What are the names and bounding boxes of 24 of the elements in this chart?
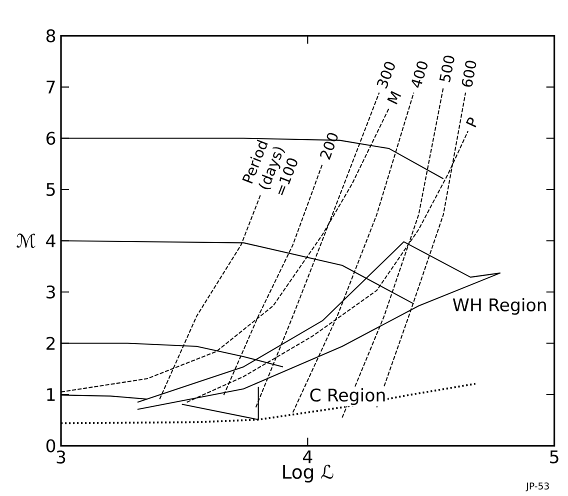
text: 200	[320, 133, 338, 160]
y-tick-label: 1	[47, 388, 55, 401]
y-tick-label: 3	[46, 286, 55, 299]
text: P	[466, 118, 476, 128]
y-tick-label: 4	[46, 234, 56, 248]
annotation: WH Region	[452, 298, 546, 315]
annotation: C Region	[310, 388, 385, 406]
y-tick-label: 5	[46, 183, 55, 196]
text: M	[387, 91, 402, 105]
text: 500	[439, 56, 454, 82]
text: JP-53	[526, 482, 549, 492]
text: 600	[462, 60, 476, 87]
y-tick-label: 0	[46, 439, 56, 452]
y-axis-title: ℳ	[16, 234, 36, 248]
x-tick-label: 4	[302, 450, 312, 464]
x-tick-label: 5	[550, 450, 558, 464]
x-axis-title: Log ℒ	[283, 464, 334, 483]
y-tick-label: 6	[46, 132, 56, 145]
text: 400	[412, 62, 428, 88]
y-tick-label: 8	[46, 29, 56, 42]
y-tick-label: 7	[46, 80, 55, 94]
text: 300	[376, 62, 395, 89]
x-tick-label: 3	[56, 450, 66, 464]
y-tick-label: 2	[46, 336, 55, 350]
